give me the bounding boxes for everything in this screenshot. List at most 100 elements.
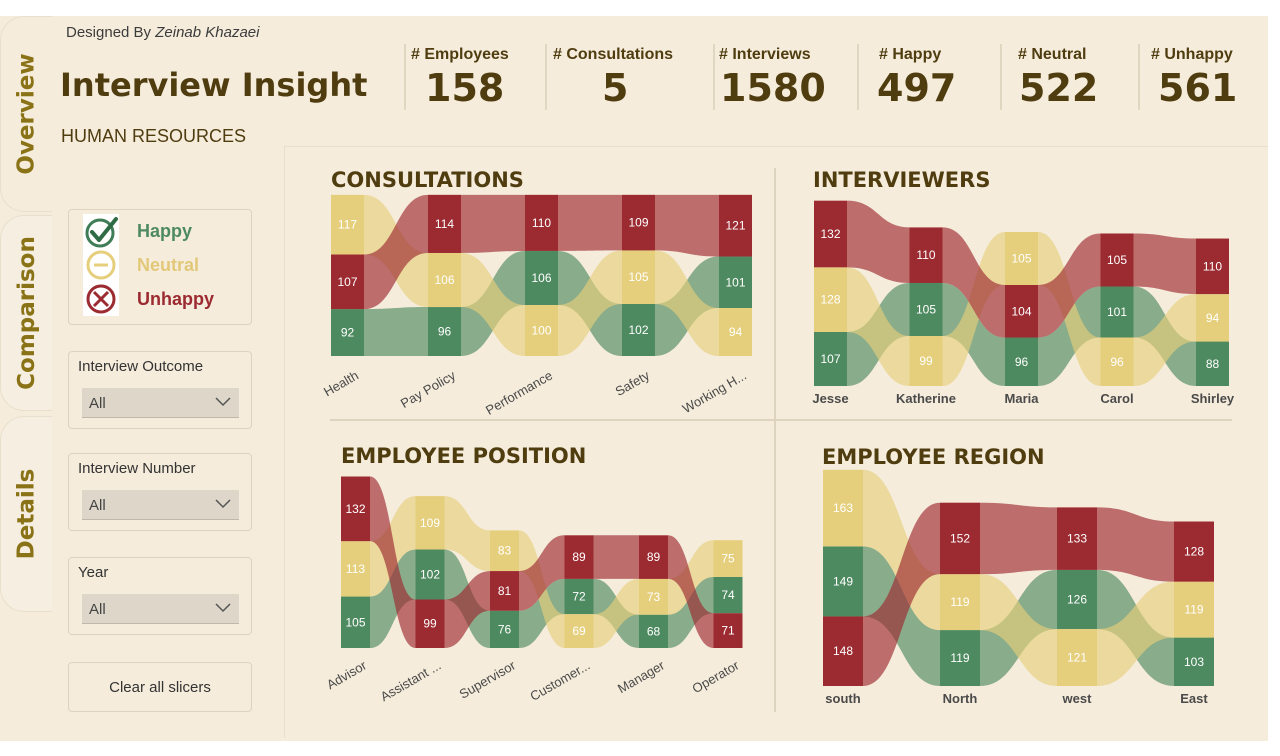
bar-unhappy[interactable] (713, 613, 743, 648)
bar-unhappy[interactable] (564, 535, 594, 579)
bar-happy[interactable] (719, 256, 752, 309)
clear-slicers-button[interactable]: Clear all slicers (68, 662, 252, 712)
kpi-employees: # Employees 158 (404, 44, 544, 110)
bar-happy[interactable] (622, 303, 655, 356)
legend-unhappy-label: Unhappy (137, 288, 215, 309)
bar-neutral[interactable] (428, 252, 461, 308)
kpi-employees-label: # Employees (411, 46, 509, 63)
bar-neutral[interactable] (490, 530, 519, 572)
bar-happy[interactable] (525, 250, 558, 305)
data-label: 105 (1011, 251, 1031, 265)
data-label: 96 (1015, 355, 1029, 369)
bar-unhappy[interactable] (1005, 285, 1038, 338)
bar-unhappy[interactable] (331, 254, 364, 310)
bar-unhappy[interactable] (490, 571, 519, 611)
bar-unhappy[interactable] (719, 194, 752, 257)
bar-unhappy[interactable] (1196, 238, 1229, 295)
data-label: 102 (628, 323, 648, 337)
bar-neutral[interactable] (814, 267, 847, 332)
bar-happy[interactable] (341, 596, 370, 648)
bar-happy[interactable] (1005, 337, 1038, 386)
bar-happy[interactable] (415, 549, 445, 600)
data-label: 110 (916, 248, 935, 262)
bar-unhappy[interactable] (814, 200, 847, 268)
bar-happy[interactable] (823, 546, 863, 617)
chevron-down-icon (215, 603, 231, 613)
ribbon-neutral (655, 250, 719, 356)
page-title: Interview Insight (60, 66, 368, 104)
kpi-neutral-value: 522 (1019, 66, 1099, 110)
data-label: 105 (1107, 253, 1127, 267)
bar-happy[interactable] (1100, 286, 1134, 338)
bar-happy[interactable] (564, 578, 594, 615)
ribbon-neutral (847, 267, 910, 386)
bar-happy[interactable] (713, 576, 743, 614)
bar-neutral[interactable] (622, 250, 655, 304)
tab-comparison[interactable]: Comparison (0, 215, 52, 411)
ribbon-unhappy (1038, 233, 1101, 338)
year-dropdown[interactable]: All (82, 594, 239, 624)
data-label: 113 (346, 562, 365, 576)
bar-neutral[interactable] (719, 308, 752, 356)
bar-neutral[interactable] (1174, 581, 1214, 638)
category-label: Katherine (896, 391, 956, 406)
bar-happy[interactable] (1057, 569, 1097, 630)
bar-unhappy[interactable] (823, 616, 863, 686)
ribbon-neutral (863, 469, 940, 631)
data-label: 119 (950, 595, 969, 609)
bar-unhappy[interactable] (639, 535, 668, 579)
tab-details[interactable]: Details (0, 416, 52, 612)
ribbon-unhappy (980, 502, 1057, 575)
bar-neutral[interactable] (564, 614, 594, 648)
data-label: 107 (820, 352, 840, 366)
bar-neutral[interactable] (909, 336, 943, 386)
bar-happy[interactable] (909, 282, 943, 337)
data-label: 75 (721, 552, 735, 566)
ribbon-neutral (980, 574, 1057, 686)
bar-unhappy[interactable] (1174, 521, 1214, 582)
bar-neutral[interactable] (940, 574, 980, 631)
bar-neutral[interactable] (525, 305, 558, 356)
bar-happy[interactable] (639, 614, 668, 648)
bar-neutral[interactable] (639, 578, 668, 615)
bar-neutral[interactable] (331, 194, 364, 255)
bar-neutral[interactable] (1005, 231, 1038, 285)
bar-neutral[interactable] (415, 496, 445, 550)
bar-unhappy[interactable] (909, 227, 943, 283)
bar-neutral[interactable] (1057, 629, 1097, 686)
tab-overview[interactable]: Overview (0, 16, 52, 212)
bar-happy[interactable] (331, 309, 364, 356)
bar-neutral[interactable] (713, 540, 743, 577)
designer-prefix: Designed By (66, 24, 152, 41)
interview-number-dropdown[interactable]: All (82, 490, 239, 520)
interview-outcome-dropdown[interactable]: All (82, 388, 239, 418)
bar-unhappy[interactable] (1100, 233, 1134, 287)
bar-happy[interactable] (428, 307, 461, 356)
page-subtitle: HUMAN RESOURCES (61, 126, 247, 146)
bar-unhappy[interactable] (1057, 507, 1097, 570)
bar-neutral[interactable] (341, 541, 370, 597)
bar-unhappy[interactable] (341, 476, 370, 542)
bar-neutral[interactable] (1196, 294, 1229, 342)
bar-happy[interactable] (940, 630, 980, 686)
kpi-consultations-label: # Consultations (553, 46, 674, 63)
data-label: 76 (498, 622, 512, 636)
data-label: 83 (498, 544, 512, 558)
bar-happy[interactable] (1196, 341, 1229, 386)
ribbon-unhappy (593, 535, 639, 579)
bar-happy[interactable] (814, 331, 847, 386)
bar-unhappy[interactable] (415, 599, 445, 648)
bar-happy[interactable] (490, 610, 519, 648)
bar-unhappy[interactable] (428, 194, 461, 253)
year-value: All (89, 601, 106, 618)
bar-unhappy[interactable] (940, 502, 980, 575)
bar-happy[interactable] (1174, 637, 1214, 686)
bar-unhappy[interactable] (622, 194, 655, 251)
bar-unhappy[interactable] (525, 194, 558, 251)
consultations-title: CONSULTATIONS (331, 168, 524, 192)
bar-neutral[interactable] (1100, 337, 1134, 386)
bar-neutral[interactable] (823, 469, 863, 547)
slicer-interview-outcome: Interview Outcome All (68, 351, 252, 429)
ribbon-unhappy (847, 200, 910, 283)
